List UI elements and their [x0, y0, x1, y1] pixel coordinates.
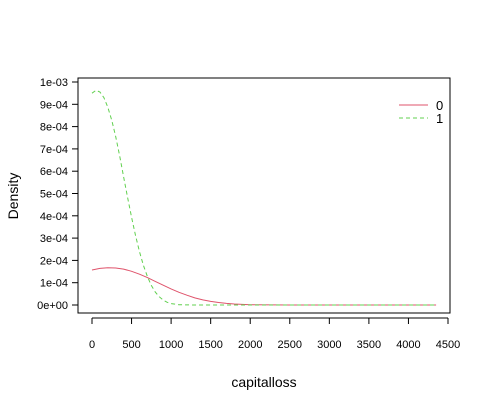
- x-tick-label: 3000: [317, 339, 341, 351]
- y-tick-label: 3e-04: [40, 233, 68, 245]
- y-tick-label: 2e-04: [40, 255, 68, 267]
- x-axis-title: capitalloss: [231, 374, 296, 390]
- x-tick-label: 4500: [436, 339, 460, 351]
- x-tick-label: 4000: [396, 339, 420, 351]
- y-tick-label: 7e-04: [40, 144, 68, 156]
- y-axis-title: Density: [5, 173, 21, 220]
- y-tick-label: 0e+00: [37, 300, 68, 312]
- x-tick-label: 2000: [238, 339, 262, 351]
- x-axis: 0 500 1000 1500 2000 2500 3000 3500 4000 4500: [89, 317, 460, 351]
- y-tick-label: 5e-04: [40, 189, 68, 201]
- y-tick-label: 8e-04: [40, 122, 68, 134]
- y-tick-label: 1e-04: [40, 278, 68, 290]
- x-tick-label: 1500: [198, 339, 222, 351]
- y-tick-label: 6e-04: [40, 166, 68, 178]
- series-layer: [91, 89, 437, 306]
- y-tick-label: 1e-03: [40, 77, 68, 89]
- legend: 01: [399, 98, 443, 126]
- y-axis: 0e+00 1e-04 2e-04 3e-04 4e-04 5e-04 6e-04 7e-04…: [37, 77, 79, 312]
- x-tick-label: 3500: [357, 339, 381, 351]
- x-tick-label: 1000: [159, 339, 183, 351]
- x-tick-label: 2500: [278, 339, 302, 351]
- x-tick-label: 500: [122, 339, 140, 351]
- series-line-0: [91, 267, 437, 306]
- x-tick-label: 0: [89, 339, 95, 351]
- legend-label-0: 0: [436, 98, 443, 113]
- legend-label-1: 1: [436, 111, 443, 126]
- series-line-1: [91, 89, 437, 306]
- y-tick-label: 4e-04: [40, 211, 68, 223]
- y-tick-label: 9e-04: [40, 99, 68, 111]
- plot-frame: [77, 77, 451, 314]
